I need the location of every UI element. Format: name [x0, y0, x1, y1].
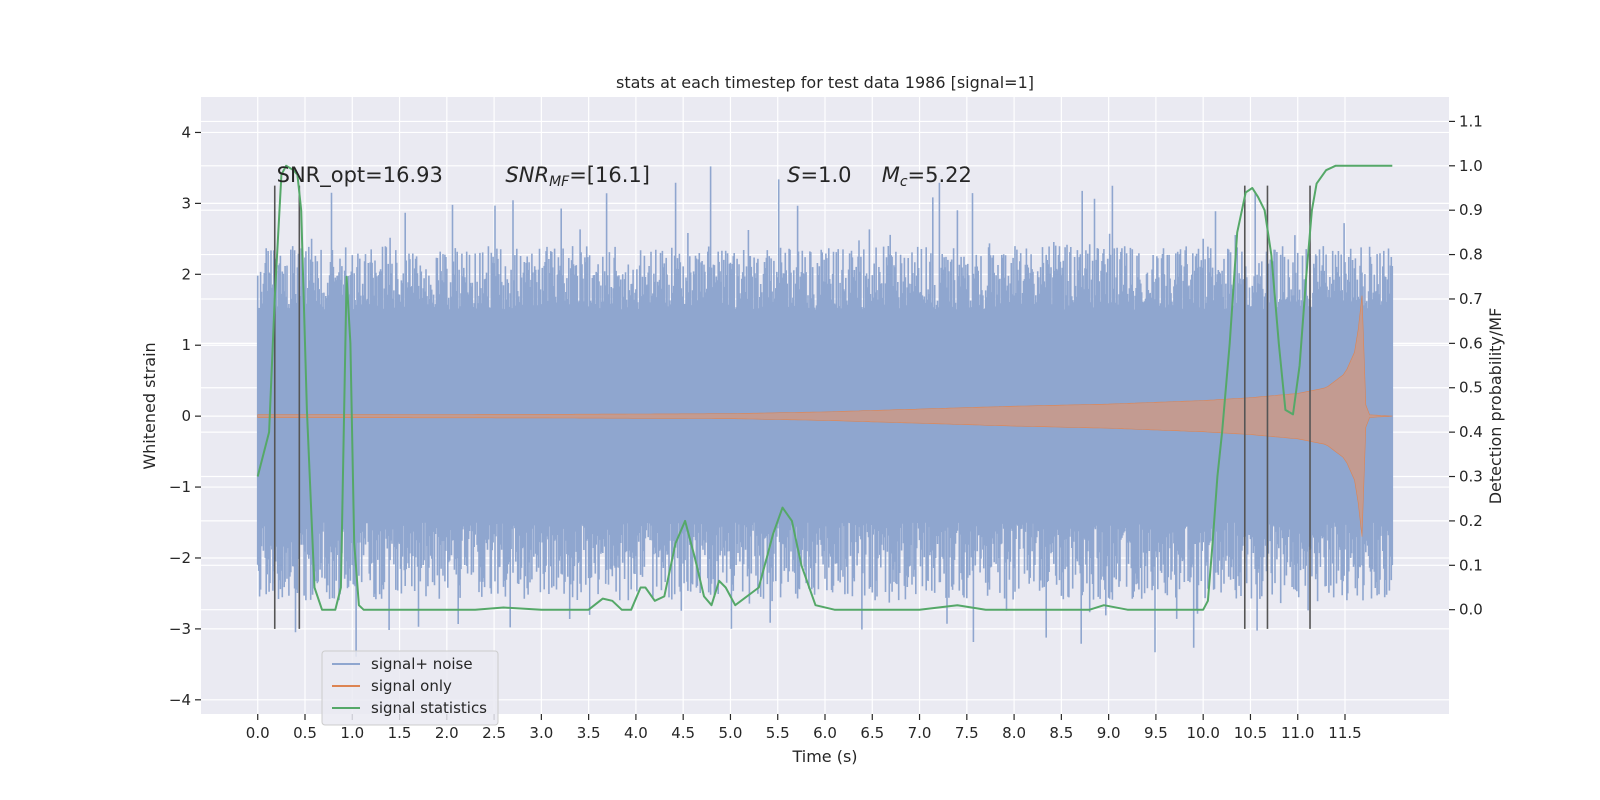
x-tick-label-1: 0.5 — [293, 724, 317, 742]
x-tick-label-16: 8.0 — [1002, 724, 1026, 742]
x-tick-label-3: 1.5 — [388, 724, 412, 742]
y-tick-label-1: −3 — [169, 620, 191, 638]
x-tick-label-14: 7.0 — [908, 724, 932, 742]
signal-statistics-series — [256, 164, 1393, 611]
y2-tick-label-2: 0.2 — [1459, 512, 1483, 530]
x-tick-label-0: 0.0 — [246, 724, 270, 742]
x-axis-label: Time (s) — [791, 747, 857, 766]
y-tick-label-4: 0 — [181, 407, 191, 425]
legend-label-1: signal only — [371, 677, 452, 695]
x-tick-label-10: 5.0 — [719, 724, 743, 742]
right-axis-label: Detection probability/MF — [1486, 308, 1505, 505]
annotation-2: S=1.0 — [787, 163, 851, 187]
y2-tick-label-3: 0.3 — [1459, 468, 1483, 486]
y2-tick-label-5: 0.5 — [1459, 379, 1483, 397]
legend-box — [321, 650, 499, 726]
axes: 0.0 0.5 1.0 1.5 2.0 2.5 3.0 3.5 4.0 4.5 5.0 5.5 6.0 6… — [169, 112, 1483, 742]
y-tick-label-7: 3 — [181, 194, 191, 212]
y-axis-label: Whitened strain — [140, 342, 159, 469]
annotation-3: Mc=5.22 — [882, 163, 972, 190]
y2-tick-label-11: 1.1 — [1459, 112, 1483, 130]
x-tick-label-22: 11.0 — [1281, 724, 1314, 742]
y-tick-label-5: 1 — [181, 336, 191, 354]
y2-tick-label-9: 0.9 — [1459, 201, 1483, 219]
x-tick-label-17: 8.5 — [1049, 724, 1073, 742]
x-tick-label-20: 10.0 — [1186, 724, 1219, 742]
x-tick-label-19: 9.5 — [1144, 724, 1168, 742]
x-tick-label-9: 4.5 — [671, 724, 695, 742]
y2-tick-label-8: 0.8 — [1459, 246, 1483, 264]
y-tick-label-8: 4 — [181, 123, 191, 141]
annotation-0: SNR_opt=16.93 — [277, 163, 443, 188]
x-tick-label-5: 2.5 — [482, 724, 506, 742]
chart-title: stats at each timestep for test data 198… — [616, 73, 1034, 92]
y2-tick-label-6: 0.6 — [1459, 334, 1483, 352]
y2-tick-label-1: 0.1 — [1459, 556, 1483, 574]
y2-tick-label-7: 0.7 — [1459, 290, 1483, 308]
annotation-1: SNRMF=[16.1] — [505, 163, 650, 190]
legend-label-0: signal+ noise — [371, 655, 473, 673]
x-tick-label-2: 1.0 — [340, 724, 364, 742]
legend-label-2: signal statistics — [371, 699, 487, 717]
y-tick-label-3: −1 — [169, 478, 191, 496]
statistics-line — [256, 164, 1393, 611]
x-tick-label-21: 10.5 — [1234, 724, 1267, 742]
x-tick-label-13: 6.5 — [860, 724, 884, 742]
y-tick-label-0: −4 — [169, 691, 191, 709]
x-tick-label-11: 5.5 — [766, 724, 790, 742]
y-tick-label-6: 2 — [181, 265, 191, 283]
y2-tick-label-10: 1.0 — [1459, 157, 1483, 175]
x-tick-label-7: 3.5 — [577, 724, 601, 742]
x-tick-label-18: 9.0 — [1097, 724, 1121, 742]
y2-tick-label-4: 0.4 — [1459, 423, 1483, 441]
detection-lines — [273, 185, 1311, 629]
x-tick-label-6: 3.0 — [529, 724, 553, 742]
y-tick-label-2: −2 — [169, 549, 191, 567]
x-tick-label-8: 4.0 — [624, 724, 648, 742]
x-tick-label-12: 6.0 — [813, 724, 837, 742]
annotations: SNR_opt=16.93 SNRMF=[16.1] S=1.0 Mc=5.22 — [277, 163, 972, 190]
x-tick-label-4: 2.0 — [435, 724, 459, 742]
legend: signal+ noise signal only signal statistic… — [321, 650, 499, 726]
x-tick-label-15: 7.5 — [955, 724, 979, 742]
signal-only-envelope — [257, 295, 1393, 537]
x-tick-label-23: 11.5 — [1328, 724, 1361, 742]
y2-tick-label-0: 0.0 — [1459, 601, 1483, 619]
signal-only-series — [257, 295, 1393, 537]
